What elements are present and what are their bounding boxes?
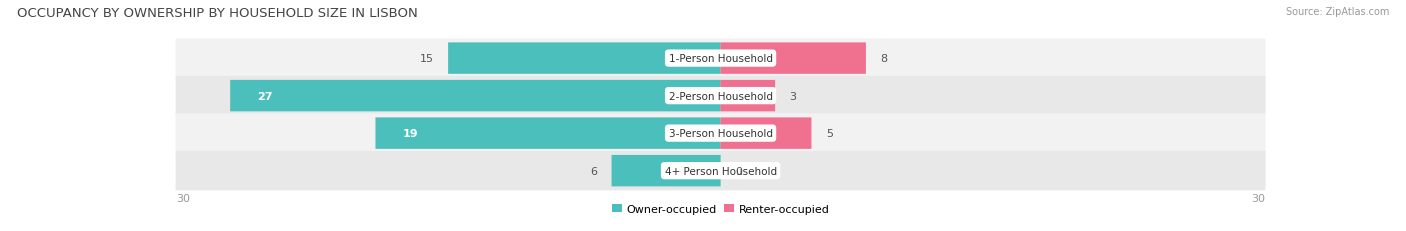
FancyBboxPatch shape — [375, 118, 721, 149]
FancyBboxPatch shape — [231, 81, 721, 112]
FancyBboxPatch shape — [720, 118, 811, 149]
FancyBboxPatch shape — [720, 43, 866, 75]
Text: Source: ZipAtlas.com: Source: ZipAtlas.com — [1285, 7, 1389, 17]
Text: 3: 3 — [790, 91, 797, 101]
FancyBboxPatch shape — [176, 114, 1265, 153]
Text: 4+ Person Household: 4+ Person Household — [665, 166, 776, 176]
Text: OCCUPANCY BY OWNERSHIP BY HOUSEHOLD SIZE IN LISBON: OCCUPANCY BY OWNERSHIP BY HOUSEHOLD SIZE… — [17, 7, 418, 20]
Text: 6: 6 — [591, 166, 598, 176]
FancyBboxPatch shape — [176, 76, 1265, 116]
Text: 2-Person Household: 2-Person Household — [669, 91, 772, 101]
FancyBboxPatch shape — [176, 151, 1265, 191]
FancyBboxPatch shape — [612, 155, 721, 187]
Text: 15: 15 — [419, 54, 433, 64]
Text: 5: 5 — [825, 129, 832, 139]
Text: 0: 0 — [735, 166, 742, 176]
Text: 8: 8 — [880, 54, 887, 64]
FancyBboxPatch shape — [176, 39, 1265, 79]
Text: 27: 27 — [257, 91, 273, 101]
FancyBboxPatch shape — [720, 81, 775, 112]
Legend: Owner-occupied, Renter-occupied: Owner-occupied, Renter-occupied — [612, 204, 830, 214]
Text: 30: 30 — [1251, 194, 1265, 204]
Text: 30: 30 — [176, 194, 190, 204]
Text: 3-Person Household: 3-Person Household — [669, 129, 772, 139]
Text: 19: 19 — [402, 129, 419, 139]
FancyBboxPatch shape — [449, 43, 721, 75]
Text: 1-Person Household: 1-Person Household — [669, 54, 772, 64]
